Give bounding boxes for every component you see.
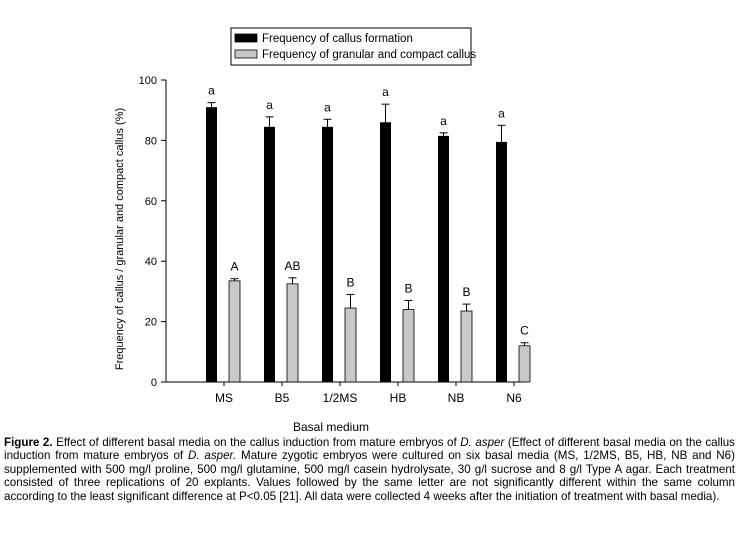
caption-text-3: Mature zygotic embryos were cultured on … <box>4 449 735 503</box>
bar <box>496 141 507 382</box>
significance-letter: a <box>498 106 505 120</box>
y-tick-label: 100 <box>139 75 157 87</box>
x-tick-label: HB <box>390 391 407 405</box>
significance-letter: C <box>520 324 529 338</box>
bar <box>206 107 217 383</box>
caption-text-2: (Effect of different basal media on the … <box>4 436 735 463</box>
significance-letter: AB <box>284 259 300 273</box>
legend-label: Frequency of granular and compact callus <box>262 49 476 61</box>
figure-label: Figure 2. <box>4 436 53 449</box>
significance-letter: a <box>440 114 447 128</box>
x-tick-label: B5 <box>275 391 290 405</box>
y-tick-label: 80 <box>145 135 157 147</box>
y-tick-label: 40 <box>145 256 157 268</box>
bar <box>460 310 473 383</box>
bar <box>402 309 415 383</box>
bar <box>322 126 333 382</box>
bar <box>228 280 241 383</box>
caption-text-1: Effect of different basal media on the c… <box>52 436 461 449</box>
significance-letter: a <box>324 100 331 114</box>
y-tick-label: 60 <box>145 196 157 208</box>
bar <box>438 135 449 382</box>
significance-letter: B <box>346 275 354 289</box>
significance-letter: A <box>230 260 238 274</box>
significance-letter: a <box>208 84 215 98</box>
bar <box>264 126 275 382</box>
bar <box>286 283 299 383</box>
x-tick-label: NB <box>448 391 465 405</box>
legend-swatch <box>234 33 258 43</box>
bar <box>344 307 357 383</box>
figure-caption: Figure 2. Effect of different basal medi… <box>4 436 735 503</box>
species-name-1: D. asper <box>460 436 505 449</box>
significance-letter: B <box>462 285 470 299</box>
y-axis-label: Frequency of callus / granular and compa… <box>114 108 126 370</box>
bar-chart: 0 20 40 60 80 100 Frequency of callus / granul… <box>114 27 531 432</box>
x-tick-label: 1/2MS <box>323 391 358 405</box>
legend-label: Frequency of callus formation <box>262 33 413 45</box>
x-axis-label: Basal medium <box>293 420 369 432</box>
bar <box>518 345 531 383</box>
x-tick-label: N6 <box>506 391 522 405</box>
x-tick-label: MS <box>215 391 233 405</box>
y-tick-label: 0 <box>151 377 157 389</box>
legend-swatch <box>234 49 258 59</box>
y-tick-label: 20 <box>145 317 157 329</box>
significance-letter: B <box>404 281 412 295</box>
significance-letter: a <box>382 85 389 99</box>
species-name-2: D. asper. <box>187 449 237 463</box>
bar <box>380 122 391 382</box>
significance-letter: a <box>266 98 273 112</box>
legend-box <box>230 27 472 66</box>
